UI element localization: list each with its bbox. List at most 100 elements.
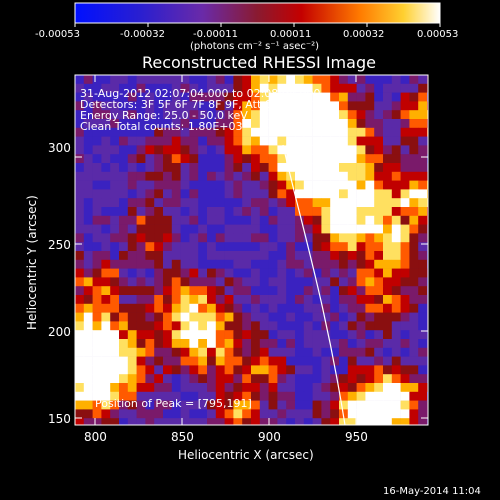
image-pixel <box>251 92 261 102</box>
image-pixel <box>365 347 375 357</box>
image-pixel <box>224 215 234 225</box>
image-pixel <box>251 330 261 340</box>
image-pixel <box>207 391 217 401</box>
image-pixel <box>295 83 305 93</box>
image-pixel <box>101 418 111 425</box>
image-pixel <box>268 180 278 190</box>
image-pixel <box>374 163 384 173</box>
image-pixel <box>339 233 349 243</box>
image-pixel <box>180 233 190 243</box>
image-pixel <box>356 154 366 164</box>
image-pixel <box>145 251 155 261</box>
image-pixel <box>251 400 261 410</box>
image-pixel <box>400 312 410 322</box>
image-pixel <box>189 383 199 393</box>
image-pixel <box>127 224 137 234</box>
image-pixel <box>365 180 375 190</box>
image-pixel <box>277 321 287 331</box>
image-pixel <box>215 286 225 296</box>
image-pixel <box>215 171 225 181</box>
image-pixel <box>374 312 384 322</box>
image-pixel <box>383 339 393 349</box>
image-pixel <box>154 207 164 217</box>
image-pixel <box>339 330 349 340</box>
image-pixel <box>277 233 287 243</box>
image-pixel <box>321 312 331 322</box>
image-pixel <box>356 145 366 155</box>
image-pixel <box>215 295 225 305</box>
image-pixel <box>277 242 287 252</box>
image-pixel <box>268 92 278 102</box>
plot-frame <box>74 74 429 426</box>
image-pixel <box>207 365 217 375</box>
image-pixel <box>189 83 199 93</box>
image-pixel <box>154 83 164 93</box>
image-pixel <box>171 233 181 243</box>
image-pixel <box>242 321 252 331</box>
image-pixel <box>163 189 173 199</box>
image-pixel <box>207 303 217 313</box>
image-pixel <box>83 215 93 225</box>
image-pixel <box>418 268 428 278</box>
image-pixel <box>400 383 410 393</box>
image-pixel <box>207 330 217 340</box>
image-pixel <box>127 400 137 410</box>
image-pixel <box>224 295 234 305</box>
image-pixel <box>171 330 181 340</box>
image-pixel <box>75 119 85 129</box>
image-pixel <box>189 321 199 331</box>
image-pixel <box>365 92 375 102</box>
image-pixel <box>268 330 278 340</box>
image-pixel <box>251 321 261 331</box>
image-pixel <box>180 312 190 322</box>
image-pixel <box>92 321 102 331</box>
image-pixel <box>259 224 269 234</box>
image-pixel <box>92 383 102 393</box>
image-pixel <box>180 127 190 137</box>
image-pixel <box>391 127 401 137</box>
image-pixel <box>189 312 199 322</box>
image-pixel <box>83 145 93 155</box>
image-pixel <box>110 409 120 419</box>
image-pixel <box>303 400 313 410</box>
image-pixel <box>330 268 340 278</box>
image-pixel <box>163 163 173 173</box>
image-pixel <box>101 374 111 384</box>
image-pixel <box>242 180 252 190</box>
image-pixel <box>198 136 208 146</box>
image-pixel <box>119 286 129 296</box>
image-pixel <box>224 127 234 137</box>
image-pixel <box>198 189 208 199</box>
image-pixel <box>127 75 137 85</box>
image-pixel <box>171 259 181 269</box>
image-pixel <box>145 259 155 269</box>
image-pixel <box>242 233 252 243</box>
image-pixel <box>356 418 366 425</box>
image-pixel <box>145 119 155 129</box>
image-pixel <box>136 356 146 366</box>
image-pixel <box>312 312 322 322</box>
image-pixel <box>189 347 199 357</box>
x-axis-ticks <box>94 75 357 425</box>
image-pixel <box>374 101 384 111</box>
image-pixel <box>154 224 164 234</box>
image-pixel <box>136 154 146 164</box>
image-pixel <box>154 356 164 366</box>
image-pixel <box>224 356 234 366</box>
image-pixel <box>383 154 393 164</box>
image-pixel <box>110 75 120 85</box>
image-pixel <box>339 110 349 120</box>
image-pixel <box>409 145 419 155</box>
image-pixel <box>110 391 120 401</box>
image-pixel <box>92 127 102 137</box>
image-pixel <box>321 224 331 234</box>
image-pixel <box>154 259 164 269</box>
image-pixel <box>347 303 357 313</box>
image-pixel <box>92 224 102 234</box>
image-pixel <box>286 136 296 146</box>
image-pixel <box>215 163 225 173</box>
image-pixel <box>101 365 111 375</box>
image-pixel <box>339 154 349 164</box>
image-pixel <box>347 119 357 129</box>
image-pixel <box>145 215 155 225</box>
